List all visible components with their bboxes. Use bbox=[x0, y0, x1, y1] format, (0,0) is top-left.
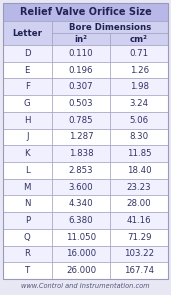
Bar bbox=[52, 162, 110, 179]
Bar bbox=[52, 33, 110, 45]
Bar bbox=[3, 21, 52, 45]
Text: 11.050: 11.050 bbox=[66, 233, 96, 242]
Text: 18.40: 18.40 bbox=[127, 166, 152, 175]
Text: E: E bbox=[25, 65, 30, 75]
Bar bbox=[3, 45, 52, 62]
Text: P: P bbox=[25, 216, 30, 225]
Bar bbox=[52, 212, 110, 229]
Bar bbox=[3, 262, 52, 279]
Bar bbox=[52, 112, 110, 129]
Text: Relief Valve Orifice Size: Relief Valve Orifice Size bbox=[20, 7, 151, 17]
Text: R: R bbox=[24, 250, 30, 258]
Text: 0.307: 0.307 bbox=[69, 82, 93, 91]
Bar bbox=[110, 33, 168, 45]
Text: cm²: cm² bbox=[130, 35, 148, 43]
Bar bbox=[52, 45, 110, 62]
Bar bbox=[3, 212, 52, 229]
Bar bbox=[110, 78, 168, 95]
Text: 1.287: 1.287 bbox=[69, 132, 93, 141]
Text: 0.785: 0.785 bbox=[69, 116, 93, 125]
Text: 8.30: 8.30 bbox=[130, 132, 149, 141]
Bar bbox=[3, 145, 52, 162]
Bar bbox=[3, 129, 52, 145]
Bar bbox=[110, 112, 168, 129]
Text: G: G bbox=[24, 99, 31, 108]
Bar bbox=[110, 62, 168, 78]
Bar bbox=[3, 3, 168, 21]
Text: 16.000: 16.000 bbox=[66, 250, 96, 258]
Bar bbox=[110, 212, 168, 229]
Text: M: M bbox=[24, 183, 31, 191]
Bar bbox=[52, 21, 168, 33]
Text: L: L bbox=[25, 166, 30, 175]
Text: 2.853: 2.853 bbox=[69, 166, 93, 175]
Bar bbox=[3, 162, 52, 179]
Text: 3.600: 3.600 bbox=[69, 183, 93, 191]
Text: 26.000: 26.000 bbox=[66, 266, 96, 275]
Text: Letter: Letter bbox=[12, 29, 42, 37]
Text: 1.838: 1.838 bbox=[69, 149, 93, 158]
Text: N: N bbox=[24, 199, 31, 208]
Text: in²: in² bbox=[74, 35, 87, 43]
Text: J: J bbox=[26, 132, 29, 141]
Bar bbox=[3, 229, 52, 245]
Text: F: F bbox=[25, 82, 30, 91]
Bar bbox=[3, 195, 52, 212]
Text: 1.98: 1.98 bbox=[130, 82, 149, 91]
Text: H: H bbox=[24, 116, 31, 125]
Text: 0.503: 0.503 bbox=[69, 99, 93, 108]
Bar bbox=[52, 262, 110, 279]
Text: 0.196: 0.196 bbox=[69, 65, 93, 75]
Bar bbox=[52, 95, 110, 112]
Text: 103.22: 103.22 bbox=[124, 250, 154, 258]
Text: K: K bbox=[24, 149, 30, 158]
Text: 23.23: 23.23 bbox=[127, 183, 152, 191]
Bar bbox=[110, 145, 168, 162]
Text: 41.16: 41.16 bbox=[127, 216, 152, 225]
Bar bbox=[52, 195, 110, 212]
Text: 11.85: 11.85 bbox=[127, 149, 152, 158]
Text: Q: Q bbox=[24, 233, 31, 242]
Bar bbox=[110, 162, 168, 179]
Bar bbox=[3, 112, 52, 129]
Bar bbox=[52, 78, 110, 95]
Bar bbox=[110, 45, 168, 62]
Text: 4.340: 4.340 bbox=[69, 199, 93, 208]
Text: D: D bbox=[24, 49, 31, 58]
Text: 167.74: 167.74 bbox=[124, 266, 154, 275]
Bar bbox=[110, 229, 168, 245]
Bar bbox=[3, 95, 52, 112]
Text: 1.26: 1.26 bbox=[130, 65, 149, 75]
Bar bbox=[52, 229, 110, 245]
Text: Bore Dimensions: Bore Dimensions bbox=[69, 22, 151, 32]
Bar bbox=[3, 245, 52, 262]
Text: 28.00: 28.00 bbox=[127, 199, 152, 208]
Bar bbox=[110, 245, 168, 262]
Bar bbox=[52, 179, 110, 195]
Bar bbox=[110, 179, 168, 195]
Bar bbox=[110, 195, 168, 212]
Text: 3.24: 3.24 bbox=[130, 99, 149, 108]
Bar bbox=[52, 145, 110, 162]
Bar bbox=[110, 129, 168, 145]
Text: 0.71: 0.71 bbox=[130, 49, 149, 58]
Bar bbox=[3, 78, 52, 95]
Bar bbox=[52, 129, 110, 145]
Text: 5.06: 5.06 bbox=[130, 116, 149, 125]
Text: 0.110: 0.110 bbox=[69, 49, 93, 58]
Bar bbox=[3, 62, 52, 78]
Bar bbox=[52, 245, 110, 262]
Text: 71.29: 71.29 bbox=[127, 233, 151, 242]
Text: T: T bbox=[25, 266, 30, 275]
Bar bbox=[3, 179, 52, 195]
Bar bbox=[110, 95, 168, 112]
Text: www.Control and Instrumentation.com: www.Control and Instrumentation.com bbox=[21, 283, 150, 289]
Bar bbox=[52, 62, 110, 78]
Text: 6.380: 6.380 bbox=[69, 216, 93, 225]
Bar bbox=[110, 262, 168, 279]
